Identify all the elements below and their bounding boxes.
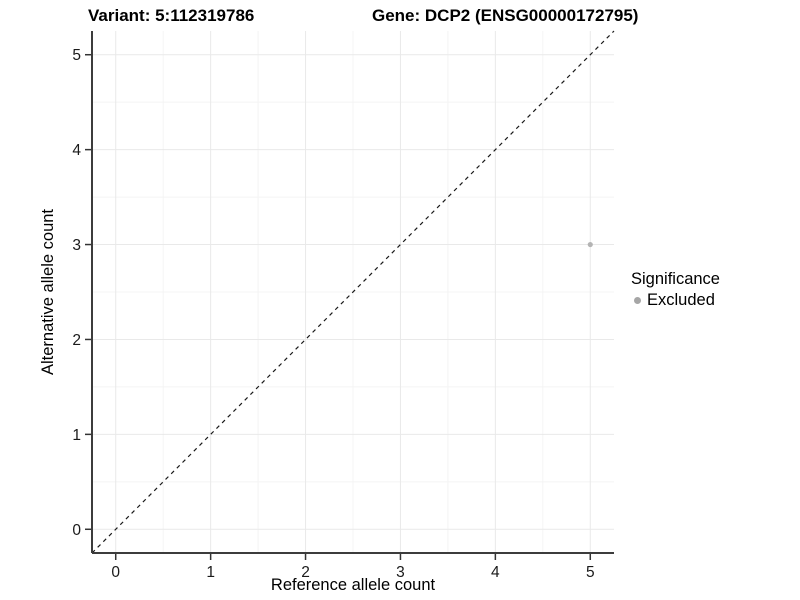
y-tick-label: 1 — [72, 427, 81, 444]
legend-title: Significance — [631, 270, 720, 288]
excluded-point-icon — [634, 297, 641, 304]
legend-item-label: Excluded — [647, 291, 715, 309]
y-axis-title: Alternative allele count — [39, 209, 57, 375]
y-tick-label: 4 — [72, 142, 81, 159]
x-axis-title: Reference allele count — [271, 576, 436, 594]
data-point — [587, 241, 593, 248]
x-tick-label: 3 — [396, 564, 405, 581]
x-tick-label: 2 — [301, 564, 310, 581]
x-tick-label: 4 — [491, 564, 500, 581]
x-tick-label: 5 — [586, 564, 595, 581]
x-tick-label: 1 — [206, 564, 215, 581]
plot-panel: 0 1 2 3 4 5 0 1 2 3 4 5 — [72, 30, 615, 581]
y-tick-label: 5 — [72, 47, 81, 64]
y-tick-label: 2 — [72, 332, 81, 349]
y-tick-label: 0 — [72, 522, 81, 539]
plot-title-variant: Variant: 5:112319786 — [88, 6, 255, 25]
x-tick-label: 0 — [111, 564, 120, 581]
y-tick-label: 3 — [72, 237, 81, 254]
identity-dashed-line — [91, 30, 615, 554]
significance-legend: Significance Excluded — [631, 269, 720, 311]
plot-title-gene: Gene: DCP2 (ENSG00000172795) — [372, 6, 639, 25]
legend-item-excluded: Excluded — [631, 290, 720, 311]
